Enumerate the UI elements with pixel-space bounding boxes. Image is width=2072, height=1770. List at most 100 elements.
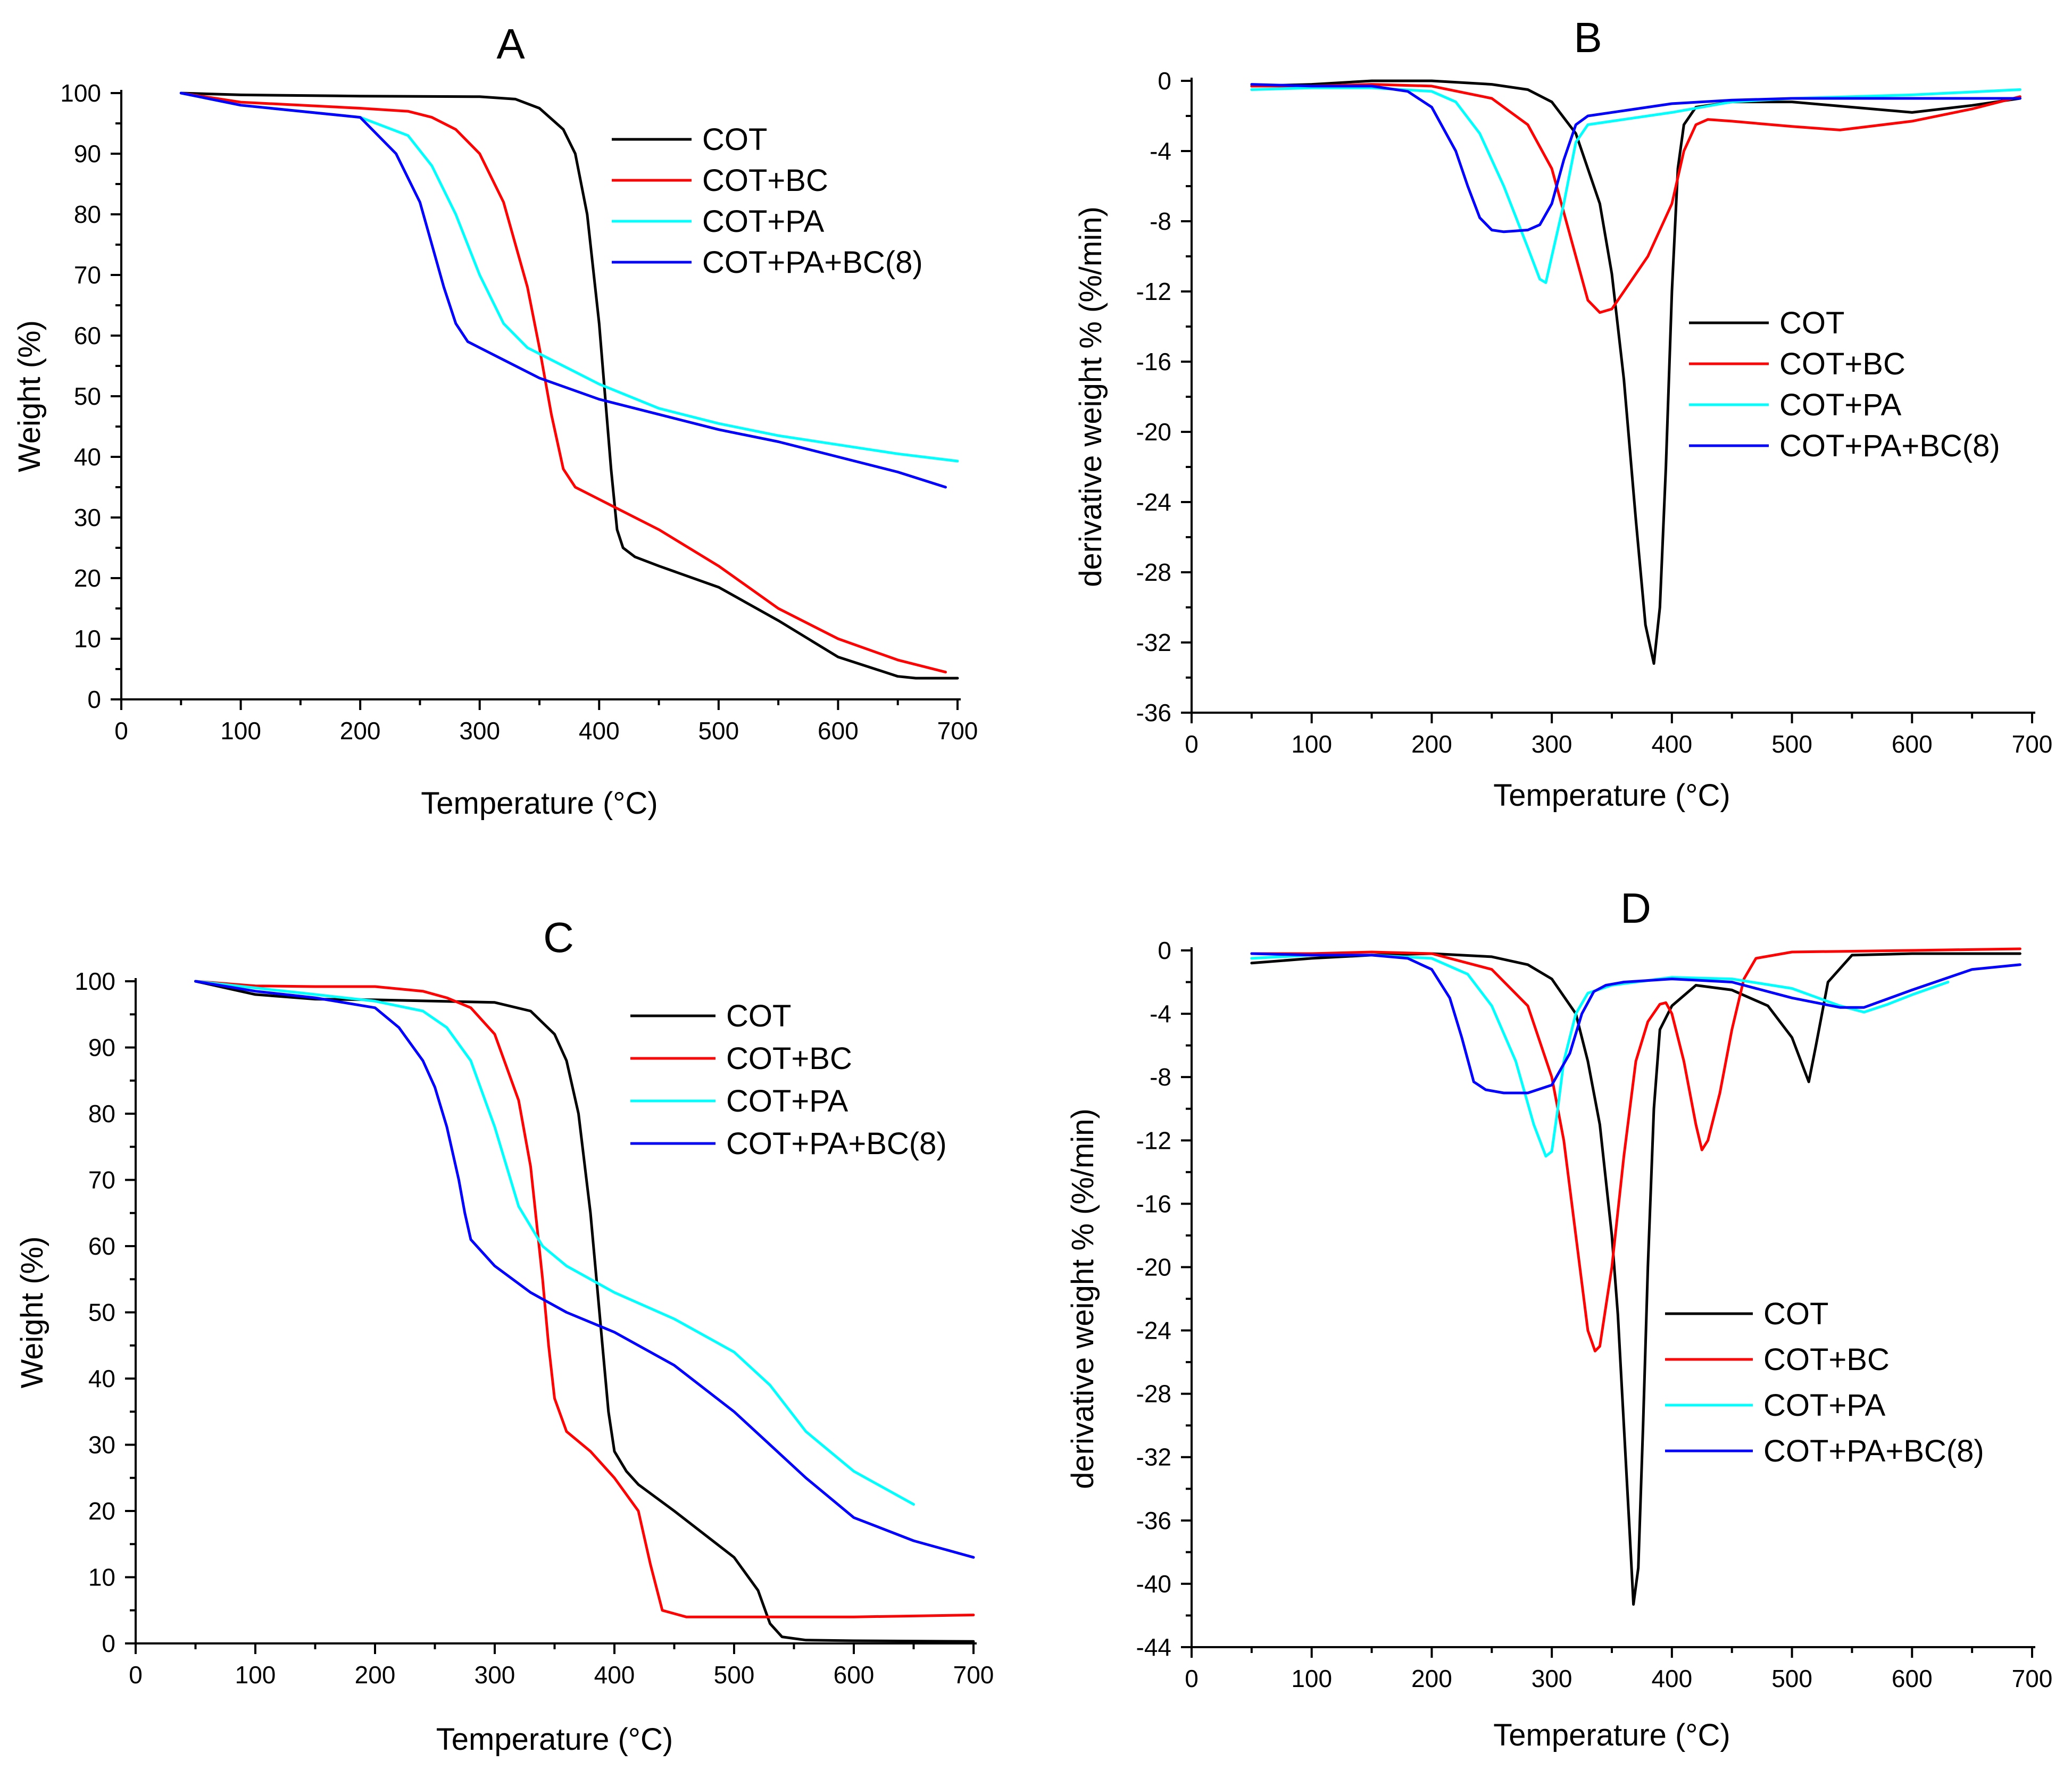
panel-a-x-tick-label: 0 [114,717,128,745]
panel-a-y-tick-label: 100 [60,79,101,107]
panel-a-x-tick-label: 200 [340,717,381,745]
panel-a-x-tick-label: 500 [698,717,739,745]
panel-d-y-tick-label: -4 [1150,1000,1171,1028]
panel-a-series-cot-pa [179,91,959,463]
panel-b-y-tick-label: -12 [1136,278,1171,305]
panel-d-x-tick-label: 100 [1291,1665,1332,1692]
panel-d-series-cot-pa-bc-8 [1250,952,2021,1095]
panel-d-y-axis-label: derivative weight % (%/min) [1066,1108,1100,1489]
panel-b-y-tick-label: -32 [1136,629,1171,656]
panel-b-x-tick-label: 100 [1291,730,1332,758]
panel-d: D 0 100 200 300 400 500 600 700 0 -4 -8 -12 -16 -20 -24… [1066,884,2052,1752]
panel-a-legend-label-cot-bc: COT+BC [702,163,828,198]
panel-d-title: D [1620,884,1651,932]
panel-c-legend-label-cot: COT [726,999,791,1033]
panel-c-x-tick-label: 400 [594,1661,635,1689]
panel-b-x-tick-label: 300 [1532,730,1572,758]
panel-c-y-tick-label: 50 [88,1299,115,1326]
panel-d-y-tick-label: -20 [1136,1253,1171,1281]
panel-c-y-tick-label: 40 [88,1365,115,1392]
panel-d-y-tick-label: -24 [1136,1317,1171,1345]
panel-b-x-tick-label: 200 [1411,730,1452,758]
panel-b-x-tick-label: 600 [1892,730,1933,758]
panel-c-legend-label-cot-pa: COT+PA [726,1084,848,1118]
panel-d-x-tick-label: 600 [1892,1665,1933,1692]
panel-b-x-tick-label: 0 [1185,730,1199,758]
panel-d-y-tick-label: 0 [1158,937,1171,964]
panel-b-series-cot-pa-bc-8 [1250,83,2021,233]
panel-b-y-tick-label: -16 [1136,348,1171,375]
panel-a-y-tick-label: 20 [74,564,101,592]
panel-b-y-tick-label: -36 [1136,699,1171,727]
panel-c-x-tick-label: 500 [714,1661,755,1689]
panel-c-series-cot-pa [194,980,915,1506]
panel-d-x-tick-label: 0 [1185,1665,1199,1692]
panel-a-y-tick-label: 80 [74,201,101,228]
panel-b-legend-label-cot-pa-bc-8: COT+PA+BC(8) [1779,429,2000,463]
panel-c-y-tick-label: 90 [88,1034,115,1062]
panel-a-series-cot [179,91,959,680]
panel-c-x-tick-label: 700 [953,1661,994,1689]
panel-c-y-tick-label: 80 [88,1100,115,1128]
panel-c-y-axis-label: Weight (%) [15,1237,49,1389]
panel-b-legend-label-cot-bc: COT+BC [1779,347,1905,381]
panel-a-y-tick-label: 10 [74,625,101,653]
panel-a-y-tick-label: 40 [74,443,101,471]
panel-c-y-tick-label: 60 [88,1232,115,1260]
panel-a-x-tick-label: 400 [579,717,620,745]
panel-a-x-tick-label: 600 [818,717,859,745]
panel-c-x-tick-label: 200 [355,1661,396,1689]
panel-a: A 0 100 200 300 400 500 600 700 0 10 20 30 40 50 60 70 80… [12,20,978,821]
panel-b-series-cot-bc [1250,83,2021,314]
panel-d-legend: COT COT+BC COT+PA COT+PA+BC(8) [1665,1297,1984,1468]
panels: A0 100 200 300 400 500 600 70001020304050607080… [12,14,2052,1757]
panel-b-legend-label-cot: COT [1779,306,1844,340]
panel-b-y-tick-label: -24 [1136,488,1171,516]
panel-a-title: A [496,20,525,68]
panel-a-series-cot-pa-bc-8 [179,91,947,489]
panel-d-series-cot-bc [1250,947,2021,1352]
panel-a-y-tick-label: 90 [74,140,101,168]
panel-a-legend: COT COT+BC COT+PA COT+PA+BC(8) [612,122,923,280]
panel-d-y-tick-label: -36 [1136,1507,1171,1534]
panel-c-y-tick-label: 100 [74,967,115,995]
panel-b-series-cot [1250,79,2021,665]
panel-d-y-tick-label: -8 [1150,1063,1171,1091]
panel-c-y-tick-label: 0 [102,1630,115,1657]
panel-a-y-tick-label: 70 [74,261,101,289]
panel-d-y-tick-label: -44 [1136,1633,1171,1661]
panel-a-legend-label-cot: COT [702,122,767,157]
panel-b-series-cot-pa [1250,86,2021,284]
panel-d-legend-label-cot: COT [1763,1297,1828,1331]
panel-c-y-tick-label: 70 [88,1166,115,1194]
panel-d-x-tick-label: 200 [1411,1665,1452,1692]
panel-d-y-tick-label: -32 [1136,1443,1171,1471]
panel-b-x-tick-label: 500 [1771,730,1812,758]
panel-a-y-tick-label: 60 [74,322,101,349]
panel-a-y-tick-label: 0 [87,686,101,713]
panel-a-x-axis-label: Temperature (°C) [421,786,658,821]
panel-a-y-tick-label: 30 [74,504,101,531]
panel-d-legend-label-cot-bc: COT+BC [1763,1342,1890,1377]
panel-d-y-tick-label: -28 [1136,1380,1171,1408]
panel-c-x-tick-label: 0 [129,1661,143,1689]
panel-d-x-axis-label: Temperature (°C) [1493,1718,1730,1752]
panel-b-x-tick-label: 400 [1651,730,1692,758]
panel-b-y-axis-label: derivative weight % (%/min) [1074,206,1108,587]
panel-c-x-axis-label: Temperature (°C) [436,1722,673,1757]
panel-c-title: C [543,914,574,961]
panel-a-y-axis-label: Weight (%) [12,320,47,472]
panel-a-legend-label-cot-pa-bc-8: COT+PA+BC(8) [702,245,923,280]
panel-c: C 0 100 200 300 400 500 600 700 0 10 20 30 40 50 60 70 80… [15,914,994,1757]
panel-c-legend-label-cot-pa-bc-8: COT+PA+BC(8) [726,1126,947,1161]
panel-d-legend-label-cot-pa: COT+PA [1763,1388,1886,1423]
panel-d-x-tick-label: 700 [2012,1665,2053,1692]
panel-c-legend: COT COT+BC COT+PA COT+PA+BC(8) [630,999,947,1161]
panel-b-title: B [1574,14,1602,61]
panel-d-series-cot [1250,952,2021,1606]
panel-d-x-tick-label: 400 [1651,1665,1692,1692]
panel-c-x-tick-label: 100 [235,1661,276,1689]
panel-b-y-tick-label: 0 [1158,67,1171,95]
panel-c-series-cot [194,980,975,1643]
